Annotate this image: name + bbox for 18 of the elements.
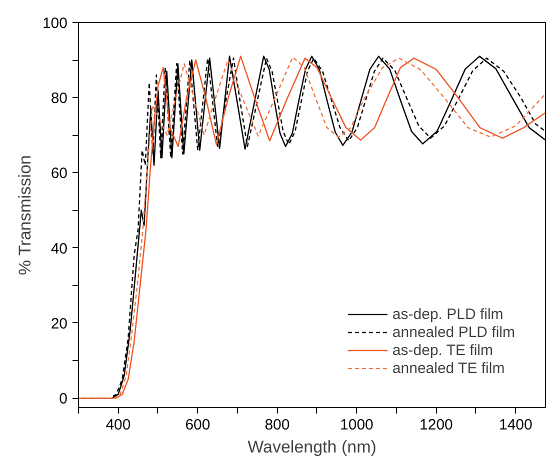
x-tick-label: 1200 — [420, 416, 453, 434]
y-tick-label: 100 — [42, 15, 68, 32]
legend-label: as-dep. TE film — [392, 341, 494, 359]
legend-label: annealed TE film — [392, 359, 505, 377]
y-tick-label: 80 — [50, 90, 68, 108]
legend-label: annealed PLD film — [392, 323, 515, 341]
legend-label: as-dep. PLD film — [392, 305, 504, 323]
y-tick-label: 60 — [50, 165, 68, 182]
y-axis-title: % Transmission — [15, 155, 34, 276]
x-tick-label: 800 — [264, 416, 290, 434]
x-tick-label: 400 — [106, 416, 131, 434]
x-tick-label: 1000 — [340, 416, 374, 434]
x-tick-label: 600 — [185, 416, 210, 434]
y-tick-label: 40 — [50, 240, 68, 258]
y-tick-label: 0 — [59, 390, 68, 408]
x-axis-title: Wavelength (nm) — [248, 438, 376, 456]
y-tick-label: 20 — [50, 315, 68, 332]
x-tick-label: 1400 — [499, 416, 532, 434]
